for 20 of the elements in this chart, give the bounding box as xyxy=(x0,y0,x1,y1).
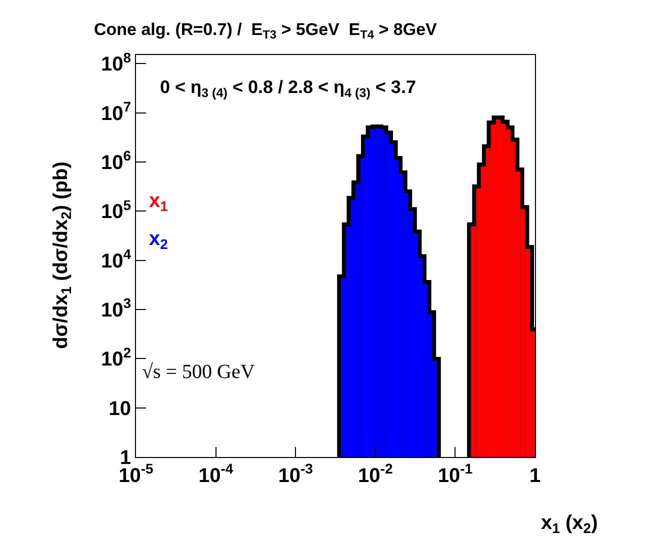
chart-title: Cone alg. (R=0.7) / E$_{T3}$ > 5GeV E$_{T4}$ > 8GeV xyxy=(94,20,438,42)
x-tick-label: 10$^{-1}$ xyxy=(438,460,473,487)
text: x$_{1}$ xyxy=(541,512,560,536)
x-tick-label: 1 xyxy=(529,465,541,487)
text: (x$_{2}$) xyxy=(565,512,598,536)
y-tick-label: 10 xyxy=(108,398,131,420)
y-tick-label: 10$^{5}$ xyxy=(100,196,132,224)
y-tick-label: 10$^{4}$ xyxy=(100,246,132,272)
y-tick-label: 10$^{2}$ xyxy=(100,344,132,371)
x-tick-label: 10$^{-3}$ xyxy=(278,460,314,487)
text: x$_{2}$ xyxy=(149,228,168,252)
y-tick-label: 10$^{3}$ xyxy=(100,295,132,322)
annotation: √s = 500 GeV xyxy=(142,361,256,383)
x-tick-label: 10$^{-4}$ xyxy=(198,460,234,487)
text: x$_{1}$ xyxy=(149,190,168,214)
annotation: 0 < η$_{3 (4)}$ < 0.8 / 2.8 < η$_{4 (3)}$ < 3.7 xyxy=(160,77,416,100)
y-tick-label: 10$^{6}$ xyxy=(100,148,132,174)
y-tick-label: 10$^{7}$ xyxy=(100,98,132,125)
y-tick-label: 10$^{8}$ xyxy=(100,49,132,76)
x-tick-label: 10$^{-2}$ xyxy=(358,460,393,487)
